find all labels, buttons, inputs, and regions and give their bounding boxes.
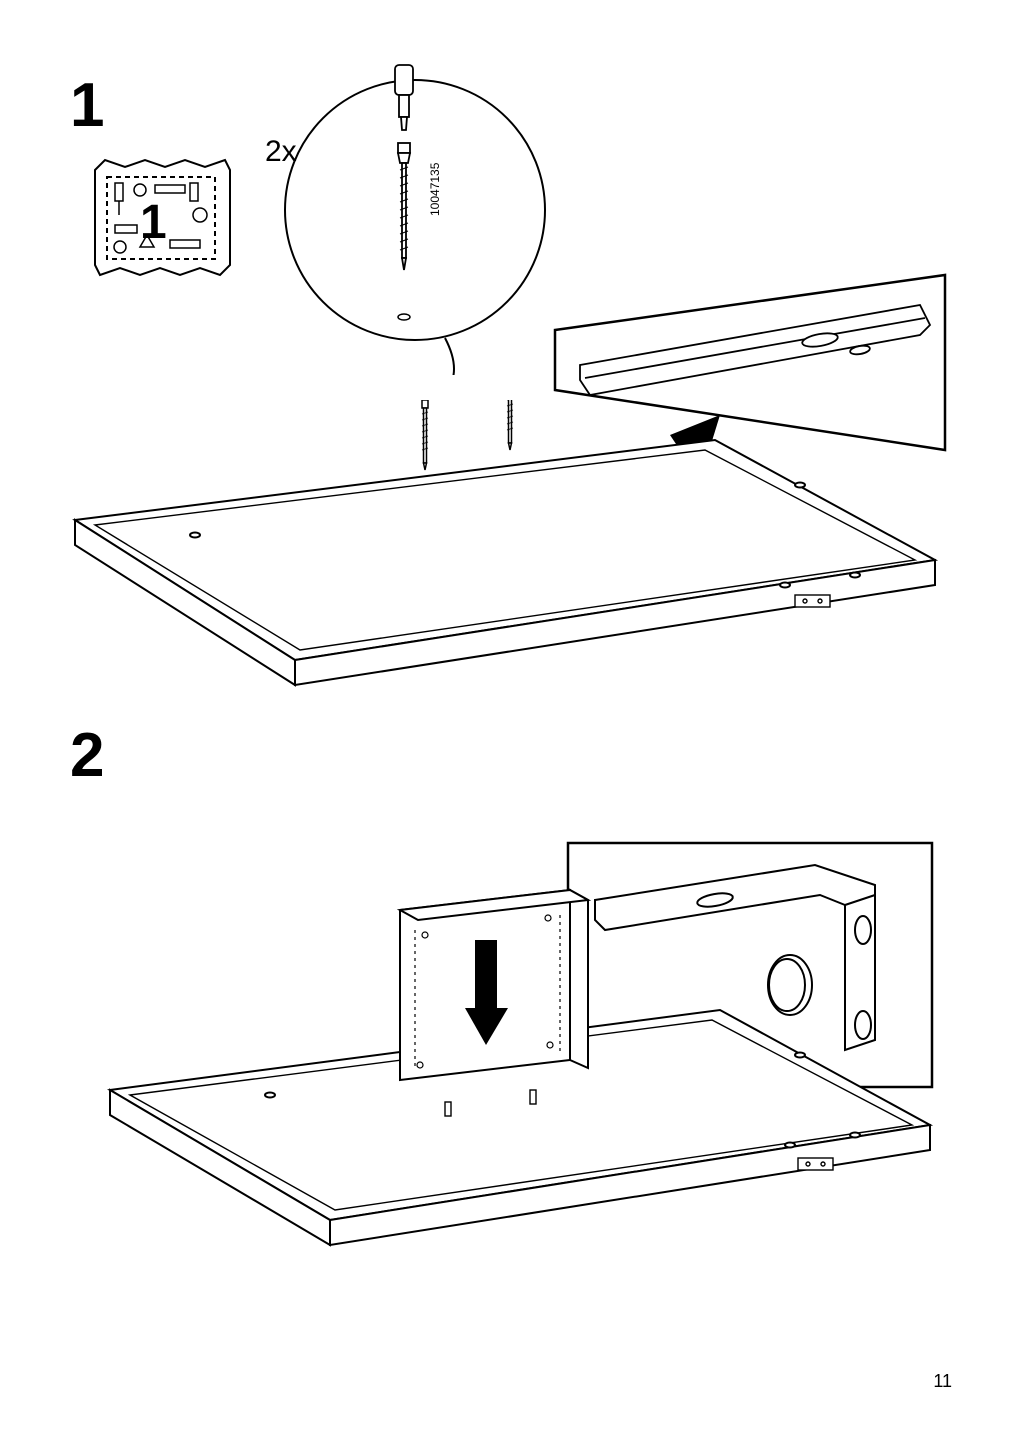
- step-2-number: 2: [70, 720, 104, 791]
- screw-callout-circle: [275, 55, 575, 375]
- hardware-bag-number: 1: [140, 195, 167, 250]
- panel-assembly-step2: [100, 870, 950, 1270]
- step-1-number: 1: [70, 70, 104, 141]
- panel-step1: [65, 400, 945, 700]
- page-number: 11: [933, 1371, 952, 1392]
- assembly-instruction-page: 1 2 11 1 2x 100: [0, 0, 1012, 1432]
